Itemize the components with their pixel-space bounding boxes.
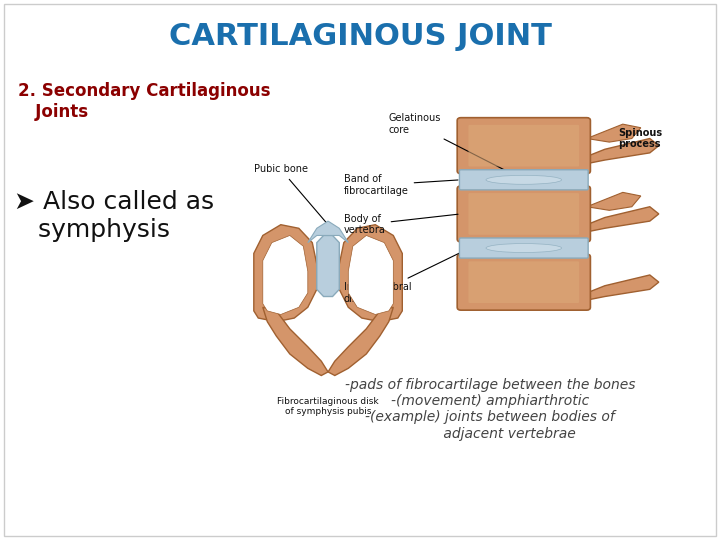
Polygon shape bbox=[308, 221, 348, 242]
Polygon shape bbox=[328, 307, 393, 375]
Polygon shape bbox=[587, 138, 659, 164]
Text: ➤ Also called as
   symphysis: ➤ Also called as symphysis bbox=[14, 190, 214, 242]
FancyBboxPatch shape bbox=[469, 193, 579, 235]
Polygon shape bbox=[263, 307, 328, 375]
Polygon shape bbox=[587, 192, 641, 210]
FancyBboxPatch shape bbox=[457, 118, 590, 174]
Text: -pads of fibrocartilage between the bones
-(movement) amphiarthrotic
-(example) : -pads of fibrocartilage between the bone… bbox=[345, 378, 635, 441]
Text: Fibrocartilaginous disk
of symphysis pubis: Fibrocartilaginous disk of symphysis pub… bbox=[277, 397, 379, 416]
Polygon shape bbox=[254, 225, 317, 322]
Text: Gelatinous
core: Gelatinous core bbox=[389, 113, 521, 179]
Text: CARTILAGINOUS JOINT: CARTILAGINOUS JOINT bbox=[168, 22, 552, 51]
Polygon shape bbox=[348, 235, 393, 314]
FancyBboxPatch shape bbox=[469, 261, 579, 303]
Text: Intervertebral
disks: Intervertebral disks bbox=[344, 249, 467, 303]
Text: Body of
vertebra: Body of vertebra bbox=[344, 214, 458, 235]
Polygon shape bbox=[263, 235, 308, 314]
Polygon shape bbox=[587, 207, 659, 232]
FancyBboxPatch shape bbox=[469, 125, 579, 166]
Text: Pubic bone: Pubic bone bbox=[254, 164, 326, 222]
Text: Spinous
process: Spinous process bbox=[618, 127, 662, 149]
FancyBboxPatch shape bbox=[457, 186, 590, 242]
Ellipse shape bbox=[486, 244, 562, 253]
Polygon shape bbox=[317, 235, 339, 296]
Ellipse shape bbox=[486, 176, 562, 184]
Text: 2. Secondary Cartilaginous
   Joints: 2. Secondary Cartilaginous Joints bbox=[18, 82, 271, 121]
FancyBboxPatch shape bbox=[457, 254, 590, 310]
FancyBboxPatch shape bbox=[459, 170, 588, 190]
Polygon shape bbox=[587, 124, 641, 142]
Polygon shape bbox=[587, 275, 659, 300]
Polygon shape bbox=[339, 225, 402, 322]
FancyBboxPatch shape bbox=[459, 238, 588, 258]
Text: Band of
fibrocartilage: Band of fibrocartilage bbox=[344, 174, 458, 196]
